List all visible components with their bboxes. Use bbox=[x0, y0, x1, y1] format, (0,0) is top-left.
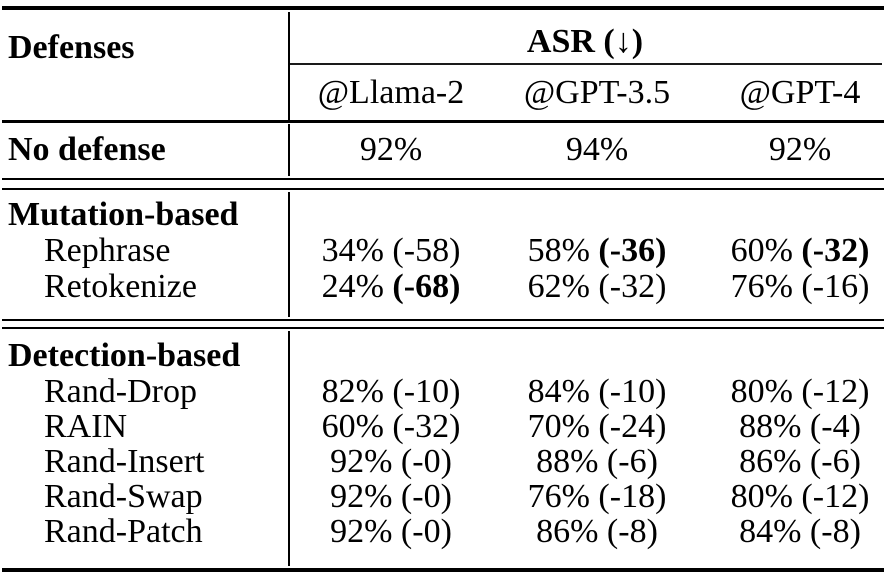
table-row-rand-drop: Rand-Drop 82% (-10) 84% (-10) 80% (-12) bbox=[0, 372, 886, 410]
rand-swap-gpt4: 80% (-12) bbox=[730, 477, 870, 515]
table-row-rand-insert: Rand-Insert 92% (-0) 88% (-6) 86% (-6) bbox=[0, 442, 886, 480]
section-title-mutation: Mutation-based bbox=[8, 196, 239, 233]
rain-llama2: 60% (-32) bbox=[321, 407, 461, 445]
no-defense-gpt4: 92% bbox=[768, 131, 832, 168]
bottom-rule bbox=[2, 568, 884, 572]
rand-drop-gpt35: 84% (-10) bbox=[527, 372, 667, 410]
no-defense-llama2: 92% bbox=[359, 131, 423, 168]
rand-patch-gpt35: 86% (-8) bbox=[536, 512, 658, 550]
rand-drop-gpt4: 80% (-12) bbox=[730, 372, 870, 410]
rand-insert-gpt35: 88% (-6) bbox=[536, 442, 658, 480]
rand-swap-llama2: 92% (-0) bbox=[330, 477, 452, 515]
rephrase-gpt35: 58% (-36) bbox=[527, 232, 667, 269]
model-header-row: @Llama-2 @GPT-3.5 @GPT-4 bbox=[0, 70, 886, 116]
row-label-rand-swap: Rand-Swap bbox=[44, 477, 203, 515]
double-rule-2b bbox=[2, 327, 884, 329]
table-row-retokenize: Retokenize 24% (-68) 62% (-32) 76% (-16) bbox=[0, 268, 886, 305]
column-separator-header bbox=[288, 12, 290, 120]
rand-swap-gpt35: 76% (-18) bbox=[527, 477, 667, 515]
row-label-retokenize: Retokenize bbox=[44, 268, 197, 305]
table-row-rand-patch: Rand-Patch 92% (-0) 86% (-8) 84% (-8) bbox=[0, 512, 886, 550]
rand-insert-llama2: 92% (-0) bbox=[330, 442, 452, 480]
rand-patch-gpt4: 84% (-8) bbox=[739, 512, 861, 550]
defenses-header: Defenses bbox=[8, 29, 135, 66]
rand-insert-gpt4: 86% (-6) bbox=[739, 442, 861, 480]
double-rule-2a bbox=[2, 319, 884, 321]
asr-header: ASR (↓) bbox=[526, 23, 644, 60]
row-label-rand-drop: Rand-Drop bbox=[44, 372, 197, 410]
table-row-rand-swap: Rand-Swap 92% (-0) 76% (-18) 80% (-12) bbox=[0, 477, 886, 515]
rephrase-gpt4: 60% (-32) bbox=[730, 232, 870, 269]
header-midrule bbox=[2, 120, 884, 123]
row-label-rephrase: Rephrase bbox=[44, 232, 171, 269]
column-separator-mutation bbox=[288, 192, 290, 317]
rain-gpt4: 88% (-4) bbox=[739, 407, 861, 445]
section-header-detection: Detection-based bbox=[0, 336, 886, 374]
section-header-mutation: Mutation-based bbox=[0, 196, 886, 233]
no-defense-gpt35: 94% bbox=[565, 131, 629, 168]
row-label-rand-patch: Rand-Patch bbox=[44, 512, 203, 550]
column-header-gpt4: @GPT-4 bbox=[739, 74, 861, 111]
section-title-detection: Detection-based bbox=[8, 336, 241, 374]
row-label-rain: RAIN bbox=[44, 407, 128, 445]
rand-drop-llama2: 82% (-10) bbox=[321, 372, 461, 410]
column-header-llama2: @Llama-2 bbox=[317, 74, 465, 111]
column-separator-nodefense bbox=[288, 124, 290, 176]
asr-cmidrule bbox=[288, 63, 882, 65]
row-label-no-defense: No defense bbox=[8, 131, 166, 168]
double-rule-1a bbox=[2, 178, 884, 180]
table-row-rephrase: Rephrase 34% (-58) 58% (-36) 60% (-32) bbox=[0, 232, 886, 269]
retokenize-gpt35: 62% (-32) bbox=[527, 268, 667, 305]
column-header-gpt35: @GPT-3.5 bbox=[523, 74, 671, 111]
table-row-no-defense: No defense 92% 94% 92% bbox=[0, 124, 886, 176]
retokenize-gpt4: 76% (-16) bbox=[730, 268, 870, 305]
row-label-rand-insert: Rand-Insert bbox=[44, 442, 205, 480]
top-rule bbox=[2, 6, 884, 10]
rain-gpt35: 70% (-24) bbox=[527, 407, 667, 445]
table-row-rain: RAIN 60% (-32) 70% (-24) 88% (-4) bbox=[0, 407, 886, 445]
retokenize-llama2: 24% (-68) bbox=[321, 268, 461, 305]
column-separator-detection bbox=[288, 331, 290, 566]
rephrase-llama2: 34% (-58) bbox=[321, 232, 461, 269]
double-rule-1b bbox=[2, 188, 884, 190]
rand-patch-llama2: 92% (-0) bbox=[330, 512, 452, 550]
